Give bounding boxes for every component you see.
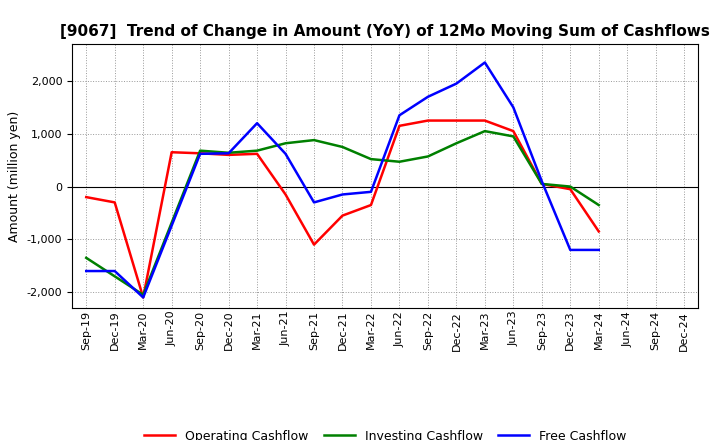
Operating Cashflow xyxy=(537,181,546,187)
Investing Cashflow xyxy=(452,141,461,146)
Line: Investing Cashflow: Investing Cashflow xyxy=(86,131,599,295)
Free Cashflow xyxy=(537,179,546,184)
Investing Cashflow xyxy=(366,157,375,162)
Free Cashflow xyxy=(82,268,91,274)
Operating Cashflow xyxy=(82,194,91,200)
Free Cashflow xyxy=(282,151,290,157)
Operating Cashflow xyxy=(452,118,461,123)
Free Cashflow xyxy=(480,60,489,65)
Title: [9067]  Trend of Change in Amount (YoY) of 12Mo Moving Sum of Cashflows: [9067] Trend of Change in Amount (YoY) o… xyxy=(60,24,710,39)
Operating Cashflow xyxy=(595,229,603,234)
Free Cashflow xyxy=(509,105,518,110)
Operating Cashflow xyxy=(395,123,404,128)
Operating Cashflow xyxy=(509,128,518,134)
Free Cashflow xyxy=(595,247,603,253)
Investing Cashflow xyxy=(509,134,518,139)
Investing Cashflow xyxy=(225,150,233,155)
Investing Cashflow xyxy=(595,202,603,208)
Investing Cashflow xyxy=(253,148,261,153)
Operating Cashflow xyxy=(480,118,489,123)
Operating Cashflow xyxy=(423,118,432,123)
Operating Cashflow xyxy=(566,187,575,192)
Operating Cashflow xyxy=(110,200,119,205)
Investing Cashflow xyxy=(110,274,119,279)
Operating Cashflow xyxy=(253,151,261,157)
Free Cashflow xyxy=(366,189,375,194)
Line: Free Cashflow: Free Cashflow xyxy=(86,62,599,297)
Operating Cashflow xyxy=(282,192,290,197)
Operating Cashflow xyxy=(366,202,375,208)
Investing Cashflow xyxy=(82,255,91,260)
Operating Cashflow xyxy=(225,152,233,158)
Free Cashflow xyxy=(566,247,575,253)
Operating Cashflow xyxy=(338,213,347,218)
Operating Cashflow xyxy=(167,150,176,155)
Free Cashflow xyxy=(196,151,204,157)
Free Cashflow xyxy=(423,94,432,99)
Free Cashflow xyxy=(225,150,233,156)
Investing Cashflow xyxy=(537,181,546,187)
Investing Cashflow xyxy=(423,154,432,159)
Investing Cashflow xyxy=(566,184,575,189)
Free Cashflow xyxy=(310,200,318,205)
Investing Cashflow xyxy=(480,128,489,134)
Operating Cashflow xyxy=(139,295,148,300)
Investing Cashflow xyxy=(196,148,204,153)
Free Cashflow xyxy=(139,295,148,300)
Free Cashflow xyxy=(452,81,461,86)
Free Cashflow xyxy=(338,192,347,197)
Investing Cashflow xyxy=(282,141,290,146)
Line: Operating Cashflow: Operating Cashflow xyxy=(86,121,599,297)
Investing Cashflow xyxy=(310,137,318,143)
Legend: Operating Cashflow, Investing Cashflow, Free Cashflow: Operating Cashflow, Investing Cashflow, … xyxy=(139,425,631,440)
Investing Cashflow xyxy=(139,292,148,297)
Free Cashflow xyxy=(395,113,404,118)
Investing Cashflow xyxy=(395,159,404,165)
Free Cashflow xyxy=(110,268,119,274)
Operating Cashflow xyxy=(196,150,204,156)
Investing Cashflow xyxy=(338,144,347,150)
Y-axis label: Amount (million yen): Amount (million yen) xyxy=(8,110,21,242)
Free Cashflow xyxy=(253,121,261,126)
Operating Cashflow xyxy=(310,242,318,247)
